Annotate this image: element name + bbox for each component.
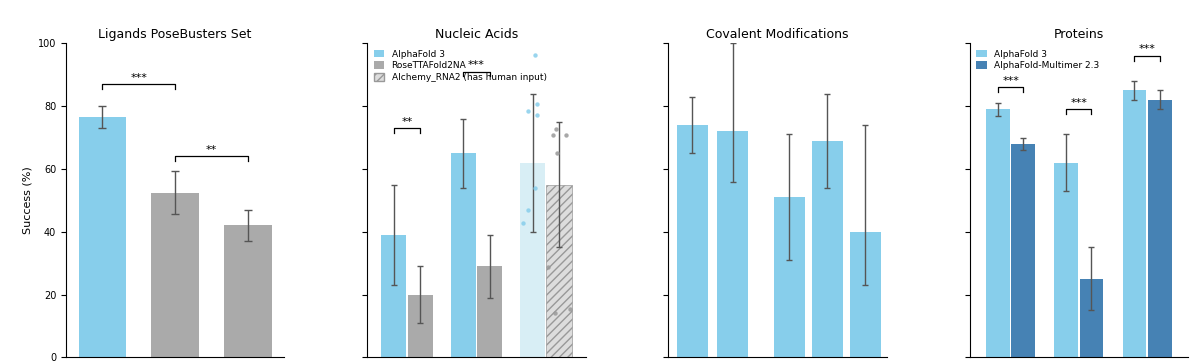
Text: **: ** — [206, 145, 217, 155]
Bar — [774, 197, 805, 357]
Point — [545, 310, 564, 316]
Point — [526, 185, 545, 191]
Point — [518, 207, 538, 213]
Legend: AlphaFold 3, RoseTTAFold2NA, Alchemy_RNA2 (has human input): AlphaFold 3, RoseTTAFold2NA, Alchemy_RNA… — [372, 48, 548, 84]
Point — [527, 112, 546, 118]
Bar — [546, 185, 571, 357]
Point — [547, 150, 566, 156]
Point — [546, 126, 565, 132]
Bar — [1147, 100, 1171, 357]
Bar — [1055, 163, 1078, 357]
Title: Nucleic Acids: Nucleic Acids — [434, 28, 518, 41]
Title: Ligands PoseBusters Set: Ligands PoseBusters Set — [98, 28, 252, 41]
Bar — [677, 125, 708, 357]
Bar — [408, 295, 433, 357]
Y-axis label: Success (%): Success (%) — [23, 166, 32, 234]
Point — [526, 52, 545, 58]
Text: ***: *** — [131, 73, 148, 83]
Bar — [224, 226, 271, 357]
Bar — [382, 235, 407, 357]
Text: ***: *** — [1070, 98, 1087, 108]
Bar — [812, 141, 842, 357]
Point — [528, 101, 547, 107]
Point — [544, 132, 563, 138]
Title: Proteins: Proteins — [1054, 28, 1104, 41]
Bar — [79, 117, 126, 357]
Bar — [1122, 90, 1146, 357]
Text: **: ** — [401, 117, 413, 127]
Bar — [986, 109, 1010, 357]
Bar — [151, 192, 199, 357]
Bar — [450, 153, 475, 357]
Bar — [718, 131, 748, 357]
Text: ***: *** — [1002, 76, 1019, 86]
Bar — [850, 232, 881, 357]
Point — [518, 108, 538, 114]
Point — [512, 220, 532, 226]
Bar — [1012, 144, 1036, 357]
Bar — [1080, 279, 1104, 357]
Text: ***: *** — [1139, 44, 1156, 54]
Bar — [478, 266, 502, 357]
Legend: AlphaFold 3, AlphaFold-Multimer 2.3: AlphaFold 3, AlphaFold-Multimer 2.3 — [974, 48, 1102, 72]
Title: Covalent Modifications: Covalent Modifications — [707, 28, 848, 41]
Point — [539, 264, 558, 270]
Bar — [520, 163, 545, 357]
Text: ***: *** — [468, 60, 485, 70]
Point — [557, 132, 576, 138]
Point — [560, 306, 580, 312]
